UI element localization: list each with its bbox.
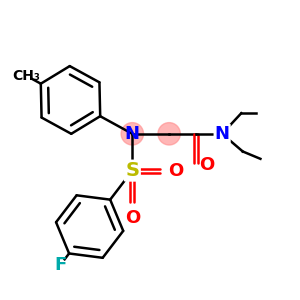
Text: O: O	[199, 156, 214, 174]
Text: F: F	[54, 256, 66, 274]
Text: O: O	[168, 162, 183, 180]
Text: N: N	[214, 125, 230, 143]
Circle shape	[121, 123, 143, 145]
Text: CH₃: CH₃	[12, 69, 40, 82]
Text: N: N	[125, 125, 140, 143]
Text: S: S	[125, 161, 139, 180]
Text: O: O	[125, 209, 140, 227]
Circle shape	[158, 123, 180, 145]
